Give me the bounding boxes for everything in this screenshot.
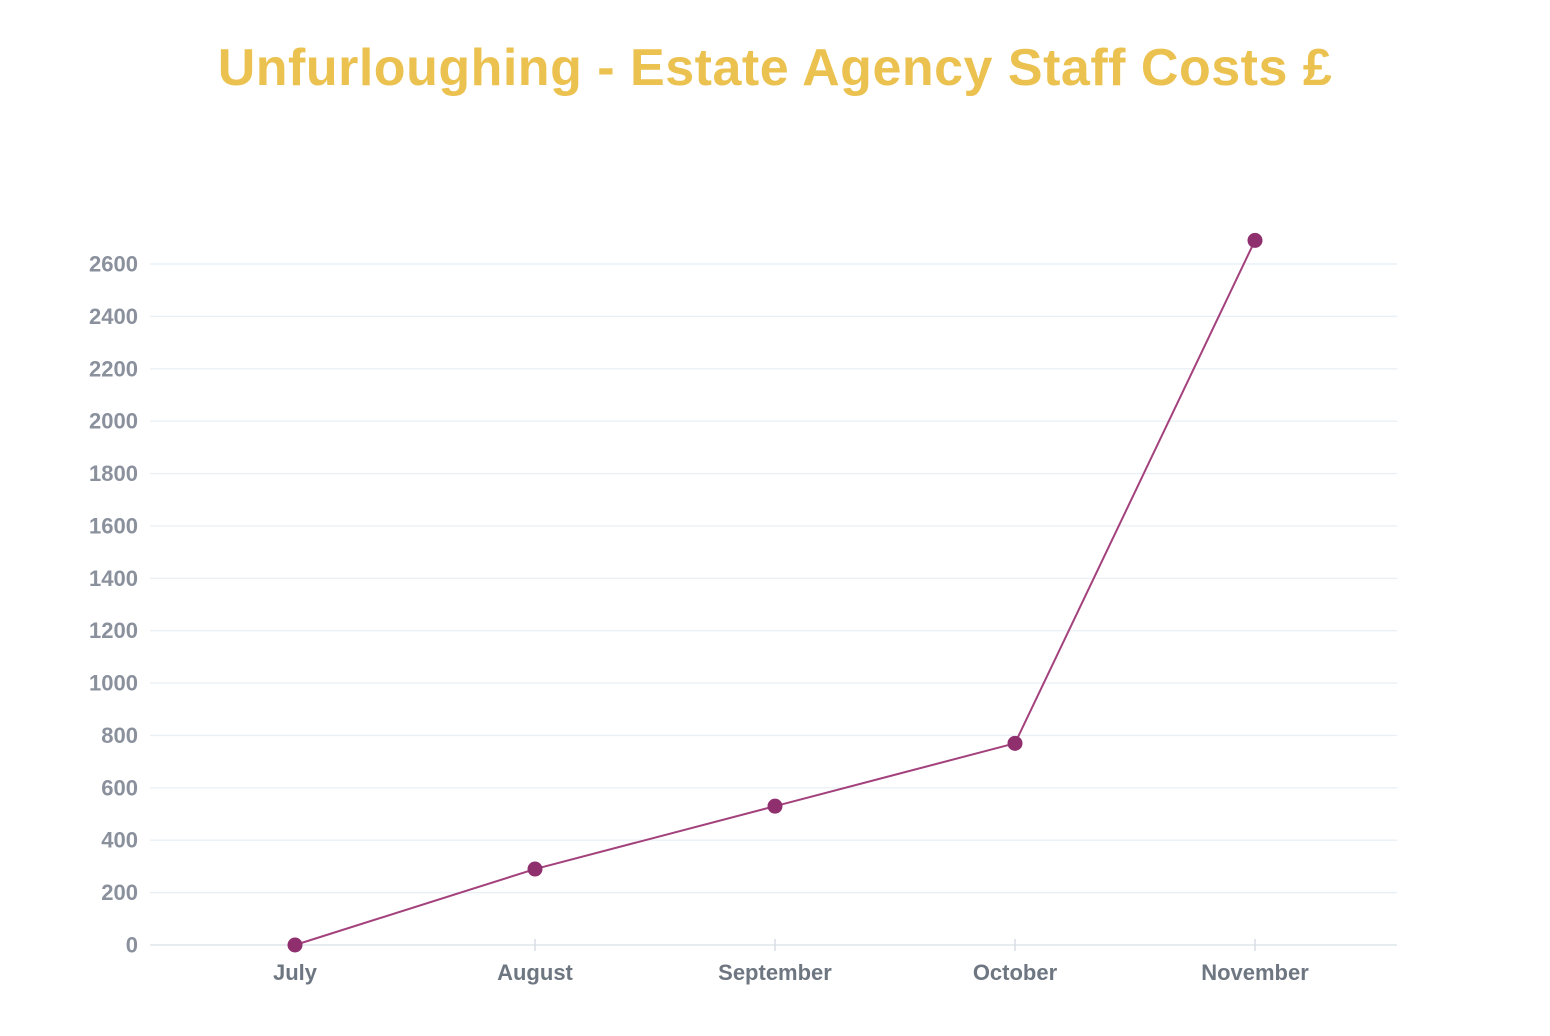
data-point-july (287, 937, 303, 953)
x-axis-tick-label: August (497, 960, 573, 985)
x-axis-tick-label: November (1201, 960, 1309, 985)
data-point-september (767, 798, 783, 814)
x-axis-tick-label: September (718, 960, 832, 985)
x-axis-tick-label: October (973, 960, 1058, 985)
y-axis-tick-label: 1800 (89, 461, 138, 486)
y-axis-tick-label: 1400 (89, 566, 138, 591)
y-axis-tick-label: 800 (101, 723, 138, 748)
y-axis-tick-label: 1000 (89, 671, 138, 696)
data-line (294, 239, 1256, 946)
y-axis-tick-label: 2400 (89, 304, 138, 329)
y-axis-tick-label: 2000 (89, 409, 138, 434)
y-axis-tick-label: 400 (101, 828, 138, 853)
y-axis-tick-label: 0 (126, 933, 138, 958)
y-axis-tick-label: 2200 (89, 356, 138, 381)
x-axis-tick-label: July (273, 960, 318, 985)
data-point-october (1007, 735, 1023, 751)
y-axis-tick-label: 2600 (89, 252, 138, 277)
chart-title: Unfurloughing - Estate Agency Staff Cost… (217, 39, 1333, 97)
data-point-november (1247, 232, 1263, 248)
y-axis-tick-label: 1600 (89, 513, 138, 538)
y-axis-tick-label: 200 (101, 880, 138, 905)
y-axis-tick-label: 600 (101, 775, 138, 800)
data-point-august (527, 861, 543, 877)
y-axis-tick-label: 1200 (89, 618, 138, 643)
